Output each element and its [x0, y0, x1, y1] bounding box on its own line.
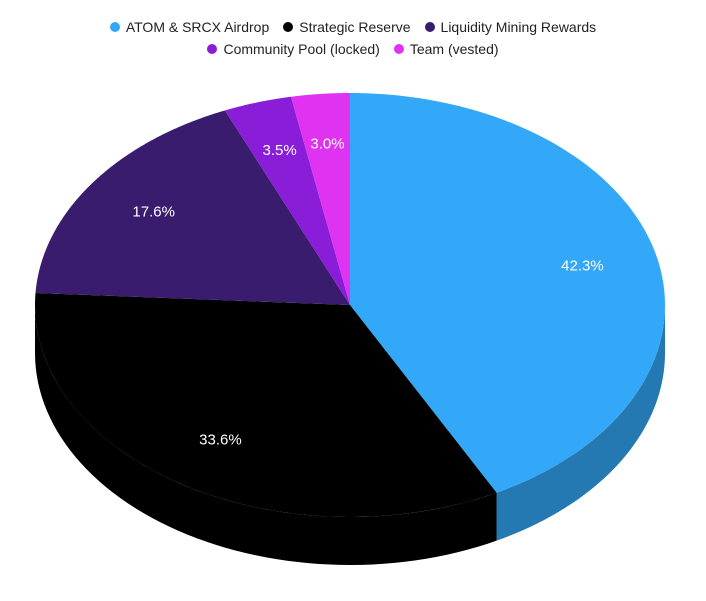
legend-item: Liquidity Mining Rewards — [424, 18, 597, 36]
legend-label: Liquidity Mining Rewards — [440, 19, 597, 35]
slice-side — [35, 305, 497, 565]
legend-marker — [424, 22, 435, 32]
legend-item: Team (vested) — [393, 40, 499, 58]
legend-label: Strategic Reserve — [299, 19, 411, 35]
pie-slice — [35, 110, 350, 305]
pie-slice — [224, 96, 350, 305]
legend-label: Community Pool (locked) — [223, 41, 380, 57]
pie-slice — [350, 93, 665, 493]
data-label: 33.6% — [199, 431, 242, 448]
legend-label: ATOM & SRCX Airdrop — [125, 19, 270, 35]
legend-marker — [207, 44, 218, 54]
data-label: 3.5% — [263, 142, 297, 159]
pie-slice — [35, 293, 497, 517]
data-label: 42.3% — [561, 257, 604, 274]
legend-item: Community Pool (locked) — [207, 40, 380, 58]
legend-item: Strategic Reserve — [283, 18, 411, 36]
data-label: 17.6% — [132, 204, 175, 221]
pie-slice — [290, 93, 350, 305]
legend-marker — [109, 22, 120, 32]
slice-side — [496, 305, 665, 541]
legend-marker — [283, 22, 294, 32]
legend-label: Team (vested) — [409, 41, 499, 57]
legend-item: ATOM & SRCX Airdrop — [109, 18, 270, 36]
legend: ATOM & SRCX Airdrop Strategic Reserve Liqu… — [83, 18, 623, 58]
data-label: 3.0% — [310, 136, 344, 153]
legend-marker — [393, 44, 404, 54]
